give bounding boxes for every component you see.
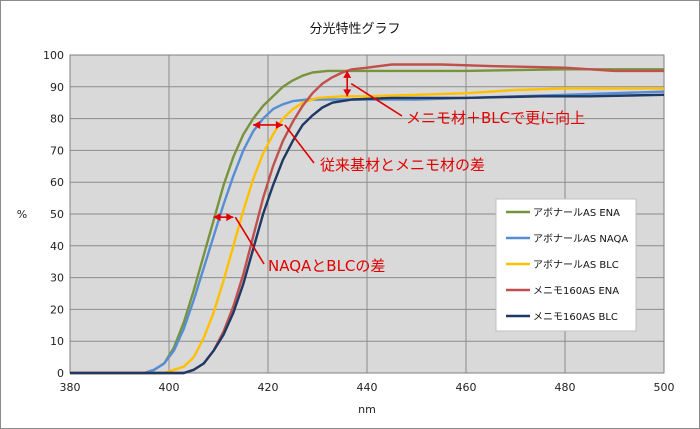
arrow-head	[343, 70, 352, 78]
annotation-base-vs-menimo: 従来基材とメニモ材の差	[320, 156, 485, 174]
x-tick-label: 440	[357, 381, 378, 394]
arrow-head	[226, 213, 234, 222]
y-tick-label: 20	[50, 303, 64, 316]
y-tick-label: 60	[50, 176, 64, 189]
series-line-4	[70, 93, 665, 375]
x-tick-labels: 380 400 420 440 460 480 500	[60, 381, 675, 394]
y-tick-labels: 0 10 20 30 40 50 60 70 80 90 100	[43, 49, 64, 380]
legend-label-2: アボナールAS BLC	[533, 259, 619, 271]
y-tick-label: 40	[50, 240, 64, 253]
leader-line	[234, 216, 265, 265]
y-tick-label: 80	[50, 113, 64, 126]
legend-label-3: メニモ160AS ENA	[533, 286, 619, 297]
arrow-head	[213, 213, 221, 222]
y-tick-label: 100	[43, 49, 64, 62]
y-tick-label: 10	[50, 335, 64, 348]
series-line-0	[70, 68, 664, 375]
legend-label-0: アボナールAS ENA	[533, 207, 620, 219]
legend-box	[495, 198, 637, 332]
legend: アボナールAS ENA アボナールAS NAQA アボナールAS BLC メニモ160…	[495, 198, 637, 332]
x-tick-label: 460	[456, 381, 477, 394]
y-tick-label: 90	[50, 81, 64, 94]
x-tick-label: 400	[159, 381, 180, 394]
series-line-1	[70, 90, 665, 375]
arrow-head	[343, 89, 352, 97]
leader-line	[284, 124, 315, 164]
annotation-menimo-blc: メニモ材＋BLCで更に向上	[406, 109, 585, 127]
x-tick-label: 380	[60, 381, 81, 394]
y-axis-label: %	[17, 208, 27, 221]
x-tick-label: 480	[555, 381, 576, 394]
series-lines	[70, 63, 665, 375]
legend-label-1: アボナールAS NAQA	[533, 233, 628, 245]
leader-line	[350, 82, 403, 117]
y-tick-label: 0	[57, 367, 64, 380]
x-axis-label: nm	[358, 403, 376, 416]
y-tick-label: 70	[50, 144, 64, 157]
chart-title: 分光特性グラフ	[309, 22, 400, 37]
annotation-arrows	[213, 70, 403, 265]
y-tick-label: 30	[50, 272, 64, 285]
x-tick-label: 420	[258, 381, 279, 394]
legend-label-4: メニモ160AS BLC	[533, 312, 618, 323]
arrow-head	[275, 120, 283, 129]
plot-border	[69, 54, 665, 374]
x-tick-label: 500	[654, 381, 675, 394]
arrow-head	[253, 120, 261, 129]
annotation-naqa-vs-blc: NAQAとBLCの差	[268, 257, 385, 275]
y-tick-label: 50	[50, 208, 64, 221]
series-line-2	[70, 87, 664, 375]
